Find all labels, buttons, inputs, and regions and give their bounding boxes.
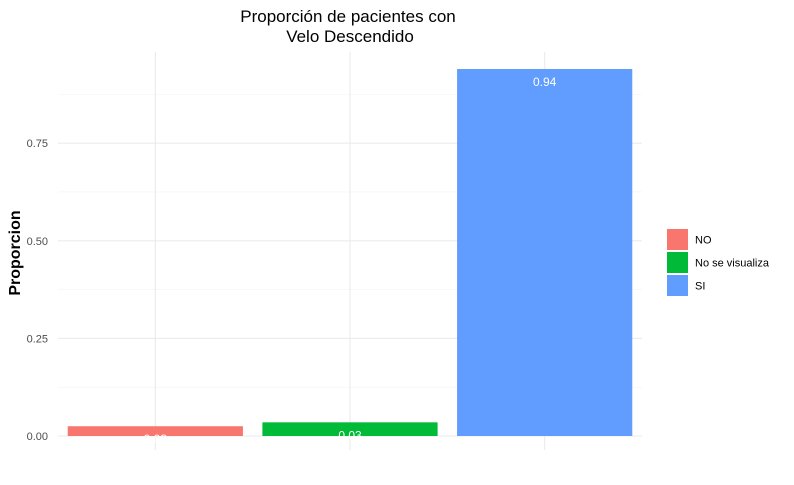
y-axis-label: Proporcion — [7, 210, 24, 295]
y-tick-label: 0.50 — [27, 236, 48, 248]
legend-label: No se visualiza — [695, 258, 770, 270]
bar — [262, 422, 438, 436]
legend-label: NO — [695, 235, 712, 247]
legend-swatch — [667, 252, 688, 273]
bar-value-label: 0.94 — [533, 75, 557, 89]
bars — [67, 69, 633, 436]
legend-label: SI — [695, 281, 705, 293]
y-tick-label: 0.75 — [27, 138, 48, 150]
legend-swatch — [667, 275, 688, 296]
y-tick-label: 0.00 — [27, 431, 48, 443]
y-tick-label: 0.25 — [27, 333, 48, 345]
bar — [67, 426, 243, 436]
data-labels: 0.03 0.03 0.94 — [144, 75, 557, 446]
bar — [457, 69, 633, 436]
chart-title-line-1: Proporción de pacientes con — [240, 7, 455, 26]
legend: NO No se visualiza SI — [667, 229, 770, 296]
y-axis-ticks: 0.00 0.25 0.50 0.75 — [27, 138, 48, 443]
legend-swatch — [667, 229, 688, 250]
bar-value-label: 0.03 — [338, 428, 362, 442]
chart-title-line-2: Velo Descendido — [286, 27, 414, 46]
bar-value-label: 0.03 — [144, 432, 168, 446]
